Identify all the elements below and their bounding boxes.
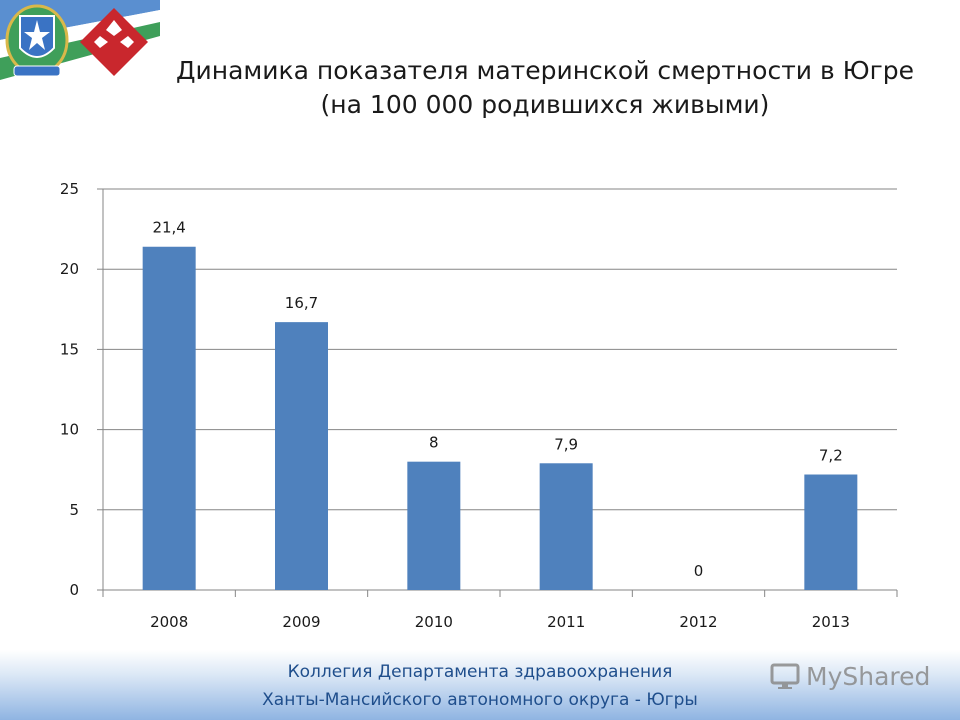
data-label: 0 (694, 562, 704, 580)
title-line-1: Динамика показателя материнской смертнос… (175, 56, 915, 85)
y-tick-label: 10 (60, 421, 79, 439)
y-tick-label: 15 (60, 340, 79, 358)
data-label: 8 (429, 434, 439, 452)
bar (407, 461, 461, 590)
data-label: 7,2 (819, 447, 843, 465)
coat-of-arms-logo (5, 4, 69, 77)
bar (539, 463, 593, 590)
red-emblem-logo (80, 8, 148, 76)
watermark-text: MyShared (806, 661, 931, 691)
x-tick-label: 2013 (812, 613, 850, 631)
y-tick-label: 5 (69, 501, 79, 519)
y-tick-label: 25 (60, 180, 79, 198)
title-line-2: (на 100 000 родившихся живыми) (320, 90, 770, 119)
footer: Коллегия Департамента здравоохранения Ха… (0, 650, 960, 720)
data-label: 16,7 (285, 294, 318, 312)
x-tick-label: 2008 (150, 613, 188, 631)
watermark: MyShared (770, 658, 930, 694)
x-tick-label: 2011 (547, 613, 585, 631)
y-tick-label: 0 (69, 581, 79, 599)
bar (275, 322, 328, 590)
y-tick-label: 20 (60, 260, 79, 278)
x-tick-label: 2010 (415, 613, 453, 631)
bar (142, 246, 196, 590)
x-tick-label: 2009 (282, 613, 320, 631)
footer-text: Коллегия Департамента здравоохранения Ха… (180, 658, 780, 714)
x-tick-label: 2012 (679, 613, 717, 631)
data-label: 21,4 (152, 219, 185, 237)
data-label: 7,9 (554, 435, 578, 453)
footer-line-1: Коллегия Департамента здравоохранения (287, 662, 673, 682)
bar (804, 474, 858, 590)
presentation-monitor-icon (770, 663, 800, 689)
footer-line-2: Ханты-Мансийского автономного округа - Ю… (262, 690, 698, 710)
page-title: Динамика показателя материнской смертнос… (150, 54, 940, 122)
